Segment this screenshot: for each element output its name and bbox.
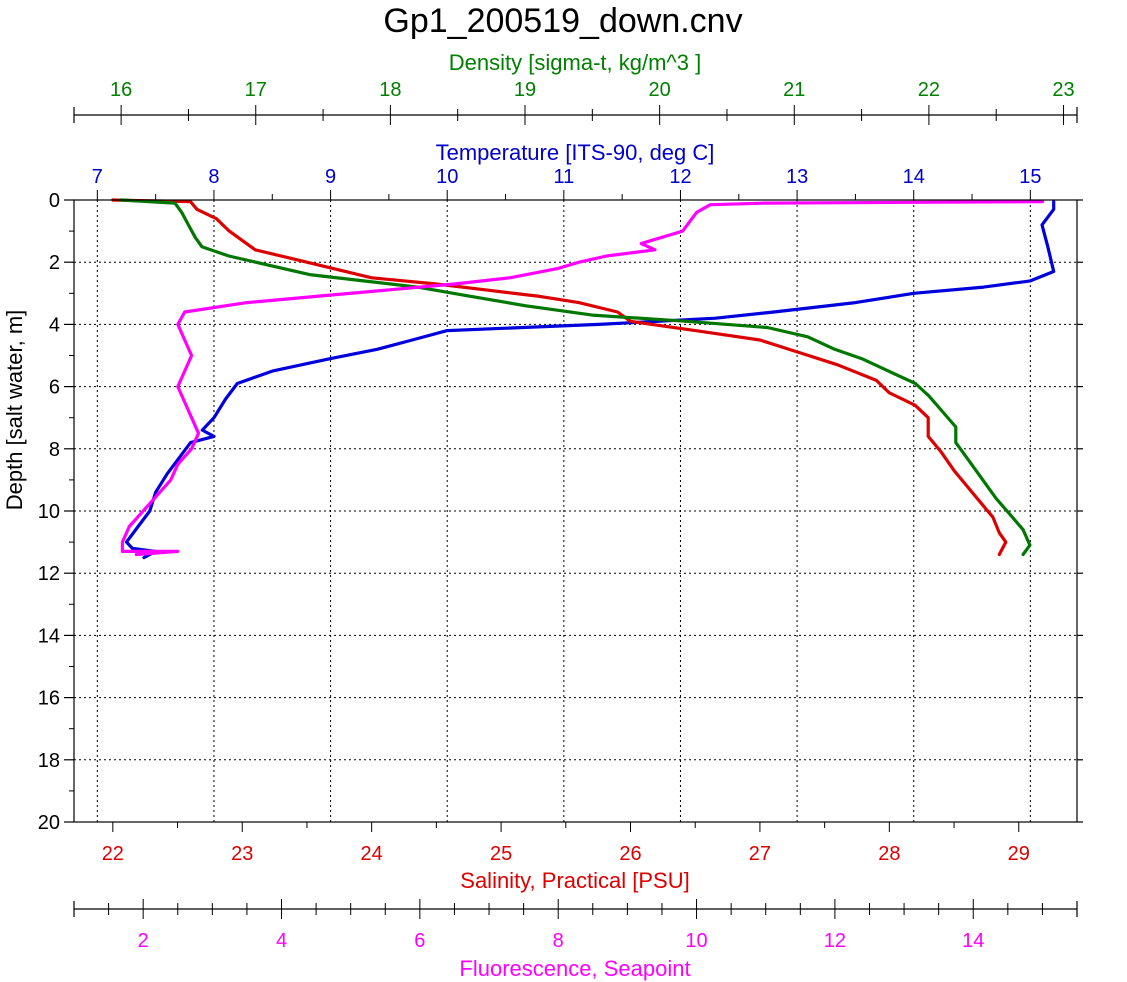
fluorescence-tick-label: 14 — [962, 930, 984, 952]
salinity-tick-label: 25 — [490, 843, 512, 865]
temperature-tick-label: 7 — [92, 166, 103, 188]
y-tick-label: 6 — [49, 377, 60, 399]
y-tick-label: 12 — [38, 563, 60, 585]
temperature-tick-label: 10 — [436, 166, 458, 188]
salinity-tick-label: 23 — [231, 843, 253, 865]
fluorescence-tick-label: 4 — [276, 930, 287, 952]
temperature-tick-label: 14 — [903, 166, 925, 188]
density-tick-label: 23 — [1052, 79, 1074, 101]
y-tick-label: 14 — [38, 625, 60, 647]
fluorescence-tick-label: 8 — [553, 930, 564, 952]
density-tick-label: 18 — [379, 79, 401, 101]
density-tick-label: 16 — [110, 79, 132, 101]
temperature-axis-label: Temperature [ITS-90, deg C] — [436, 140, 715, 165]
salinity-axis-label: Salinity, Practical [PSU] — [460, 868, 689, 893]
salinity-tick-label: 26 — [619, 843, 641, 865]
y-tick-label: 18 — [38, 750, 60, 772]
fluorescence-tick-label: 2 — [138, 930, 149, 952]
grid-layer — [74, 200, 1077, 822]
fluorescence-tick-label: 10 — [685, 930, 707, 952]
density-tick-label: 19 — [514, 79, 536, 101]
fluorescence-axis-label: Fluorescence, Seapoint — [459, 956, 690, 981]
y-tick-label: 10 — [38, 501, 60, 523]
salinity-tick-label: 24 — [361, 843, 383, 865]
series-layer — [111, 198, 1056, 560]
depth-axis-label: Depth [salt water, m] — [2, 310, 27, 511]
density-tick-label: 21 — [783, 79, 805, 101]
y-tick-label: 2 — [49, 252, 60, 274]
density-tick-label: 22 — [918, 79, 940, 101]
temperature-tick-label: 12 — [669, 166, 691, 188]
density-tick-label: 17 — [245, 79, 267, 101]
temperature-tick-label: 13 — [786, 166, 808, 188]
temperature-tick-label: 15 — [1019, 166, 1041, 188]
temperature-profile-line — [124, 200, 1056, 560]
fluorescence-tick-label: 12 — [824, 930, 846, 952]
fluorescence-tick-label: 6 — [414, 930, 425, 952]
temperature-tick-label: 8 — [208, 166, 219, 188]
plot-frame — [73, 199, 1078, 823]
y-tick-label: 4 — [49, 314, 60, 336]
y-tick-label: 16 — [38, 688, 60, 710]
chart-title: Gp1_200519_down.cnv — [383, 2, 742, 40]
y-tick-label: 0 — [49, 190, 60, 212]
salinity-tick-label: 28 — [878, 843, 900, 865]
salinity-tick-label: 22 — [102, 843, 124, 865]
density-profile-line — [119, 198, 1032, 557]
salinity-profile-line — [111, 198, 1008, 557]
salinity-tick-label: 29 — [1008, 843, 1030, 865]
temperature-tick-label: 9 — [325, 166, 336, 188]
salinity-tick-label: 27 — [749, 843, 771, 865]
fluorescence-profile-line — [120, 200, 1045, 557]
density-tick-label: 20 — [649, 79, 671, 101]
density-axis-label: Density [sigma-t, kg/m^3 ] — [449, 50, 701, 75]
temperature-tick-label: 11 — [553, 166, 574, 188]
y-tick-label: 20 — [38, 812, 60, 834]
y-tick-label: 8 — [49, 439, 60, 461]
